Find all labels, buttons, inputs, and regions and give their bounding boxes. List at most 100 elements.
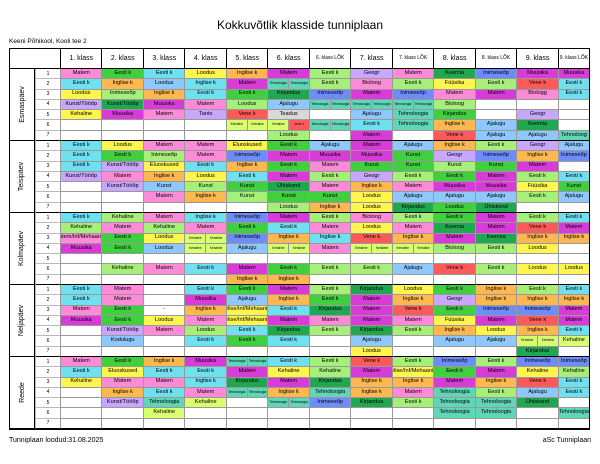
lesson-cell[interactable]: Matem — [350, 140, 392, 152]
lesson-cell[interactable]: Eesti k — [267, 336, 309, 347]
lesson-cell[interactable]: Ajalugu — [350, 110, 392, 121]
lesson-cell[interactable] — [308, 408, 351, 419]
lesson-cell[interactable] — [557, 274, 589, 285]
lesson-subgroup[interactable]: Kehaline — [185, 233, 206, 243]
lesson-cell[interactable]: Eesti k — [557, 284, 589, 296]
lesson-cell[interactable]: Bioloog — [433, 243, 475, 255]
lesson-cell[interactable]: Kunst/Tööõp — [60, 99, 102, 111]
lesson-cell[interactable]: Inimeseõp — [557, 151, 589, 162]
lesson-cell[interactable]: Eesti k — [308, 212, 351, 224]
lesson-cell[interactable]: Tehnoloogia — [142, 398, 185, 409]
lesson-cell[interactable]: Loodus — [184, 171, 226, 183]
lesson-cell[interactable]: Inglise k — [350, 377, 392, 388]
lesson-cell[interactable] — [557, 99, 589, 111]
lesson-subgroup[interactable]: Kehaline — [205, 243, 226, 254]
lesson-cell[interactable]: Matem — [267, 284, 309, 296]
lesson-cell[interactable]: Tehnoloogia — [557, 408, 589, 419]
lesson-cell[interactable]: Kunst — [225, 192, 268, 203]
lesson-cell[interactable]: Matem — [516, 161, 558, 172]
lesson-cell[interactable]: Muusika — [433, 182, 475, 193]
lesson-cell[interactable] — [60, 336, 102, 347]
lesson-cell[interactable]: Matem — [308, 182, 351, 193]
lesson-subgroup[interactable]: Kehaline — [412, 243, 434, 254]
lesson-cell[interactable]: Inglise k — [391, 295, 434, 306]
lesson-cell[interactable]: Eelise/Inf/Mehaanika — [391, 367, 434, 378]
lesson-cell[interactable] — [267, 254, 309, 265]
lesson-cell[interactable]: Kunst — [433, 161, 475, 172]
lesson-cell[interactable]: Kehaline Vene k — [267, 120, 309, 131]
lesson-cell[interactable]: Inglise k — [267, 274, 309, 285]
lesson-cell[interactable]: Inglise k — [516, 151, 558, 162]
lesson-cell[interactable]: Muusika — [60, 315, 102, 327]
lesson-cell[interactable]: Inglise k — [225, 274, 268, 285]
lesson-cell[interactable]: Bioloog — [350, 79, 392, 90]
lesson-cell[interactable]: Inglise k — [184, 377, 226, 388]
lesson-subgroup[interactable]: Kehaline — [226, 120, 247, 130]
lesson-cell[interactable]: Loodus — [184, 326, 226, 337]
lesson-cell[interactable]: Kunst/Tööõp — [101, 398, 143, 409]
lesson-cell[interactable]: Eesti k — [60, 295, 102, 306]
lesson-cell[interactable]: Eesti k — [60, 151, 102, 162]
lesson-cell[interactable]: Eesti k — [267, 140, 309, 152]
lesson-cell[interactable]: Eesti k — [557, 89, 589, 100]
lesson-cell[interactable]: Tehnoloogia — [433, 398, 475, 409]
lesson-cell[interactable]: Inglise k — [391, 377, 434, 388]
lesson-cell[interactable]: Füüsika — [516, 182, 558, 193]
lesson-cell[interactable]: Loodus — [142, 315, 185, 327]
lesson-cell[interactable]: Eluoskused — [101, 367, 143, 378]
lesson-cell[interactable]: Kunst — [350, 161, 392, 172]
lesson-cell[interactable]: Inimeseõp — [557, 356, 589, 368]
lesson-cell[interactable]: Ajalugu — [433, 336, 475, 347]
lesson-subgroup[interactable]: Tehnoloogia — [329, 120, 351, 130]
lesson-cell[interactable]: Tehnoloogia Tehnoloogia — [225, 356, 268, 368]
lesson-cell[interactable]: Matem — [101, 171, 143, 183]
lesson-cell[interactable]: Tehnoloogia Tehnoloogia — [267, 398, 309, 409]
lesson-cell[interactable]: Füüsika — [433, 79, 475, 90]
lesson-cell[interactable]: Matem — [557, 315, 589, 327]
lesson-subgroup[interactable]: Kehaline — [371, 243, 392, 254]
lesson-cell[interactable]: Inimeseõp — [225, 151, 268, 162]
lesson-subgroup[interactable]: Kehaline — [517, 336, 538, 346]
lesson-cell[interactable]: Kehaline — [101, 212, 143, 224]
lesson-cell[interactable]: Eesti k — [308, 79, 351, 90]
lesson-cell[interactable]: Inimeseõp — [433, 356, 475, 368]
lesson-cell[interactable] — [267, 346, 309, 357]
lesson-cell[interactable]: Ajalugu — [225, 295, 268, 306]
lesson-cell[interactable]: Eesti k — [267, 223, 309, 234]
lesson-cell[interactable]: Kirjandus — [516, 346, 558, 357]
lesson-cell[interactable]: Inimeseõp — [474, 305, 517, 316]
lesson-cell[interactable]: Kehaline Kehaline — [184, 233, 226, 244]
lesson-cell[interactable] — [308, 254, 351, 265]
lesson-cell[interactable]: Inimeseõp — [101, 89, 143, 100]
lesson-cell[interactable]: Inglise k — [184, 192, 226, 203]
lesson-cell[interactable]: Tehnoloogia Tehnoloogia — [391, 99, 434, 111]
lesson-cell[interactable]: Loodus — [184, 69, 226, 80]
lesson-cell[interactable] — [184, 418, 226, 429]
lesson-cell[interactable]: Eesti k — [308, 264, 351, 275]
lesson-cell[interactable]: Eesti k — [267, 356, 309, 368]
lesson-cell[interactable] — [225, 346, 268, 357]
lesson-cell[interactable]: Matem — [391, 182, 434, 193]
lesson-cell[interactable]: Loodus — [350, 223, 392, 234]
lesson-cell[interactable]: Eesti k — [433, 305, 475, 316]
lesson-cell[interactable]: Eesti k — [142, 367, 185, 378]
lesson-cell[interactable] — [350, 254, 392, 265]
lesson-cell[interactable]: Kehaline — [557, 367, 589, 378]
lesson-cell[interactable]: Vene k — [225, 110, 268, 121]
lesson-cell[interactable]: Matem — [142, 326, 185, 337]
lesson-cell[interactable]: Eesti k — [350, 120, 392, 131]
lesson-cell[interactable] — [101, 120, 143, 131]
lesson-cell[interactable] — [557, 161, 589, 172]
lesson-cell[interactable]: Kirjandus — [267, 326, 309, 337]
lesson-cell[interactable]: Matem — [433, 233, 475, 244]
lesson-cell[interactable]: Eesti k — [60, 140, 102, 152]
lesson-cell[interactable] — [142, 274, 185, 285]
lesson-cell[interactable]: Matem — [350, 130, 392, 141]
lesson-cell[interactable] — [142, 202, 185, 213]
lesson-cell[interactable]: Ajalugu — [557, 140, 589, 152]
lesson-cell[interactable] — [557, 202, 589, 213]
lesson-cell[interactable]: Kunst/Tööõp — [101, 99, 143, 111]
lesson-cell[interactable] — [60, 192, 102, 203]
lesson-cell[interactable] — [557, 243, 589, 255]
lesson-cell[interactable]: Vene k — [433, 264, 475, 275]
